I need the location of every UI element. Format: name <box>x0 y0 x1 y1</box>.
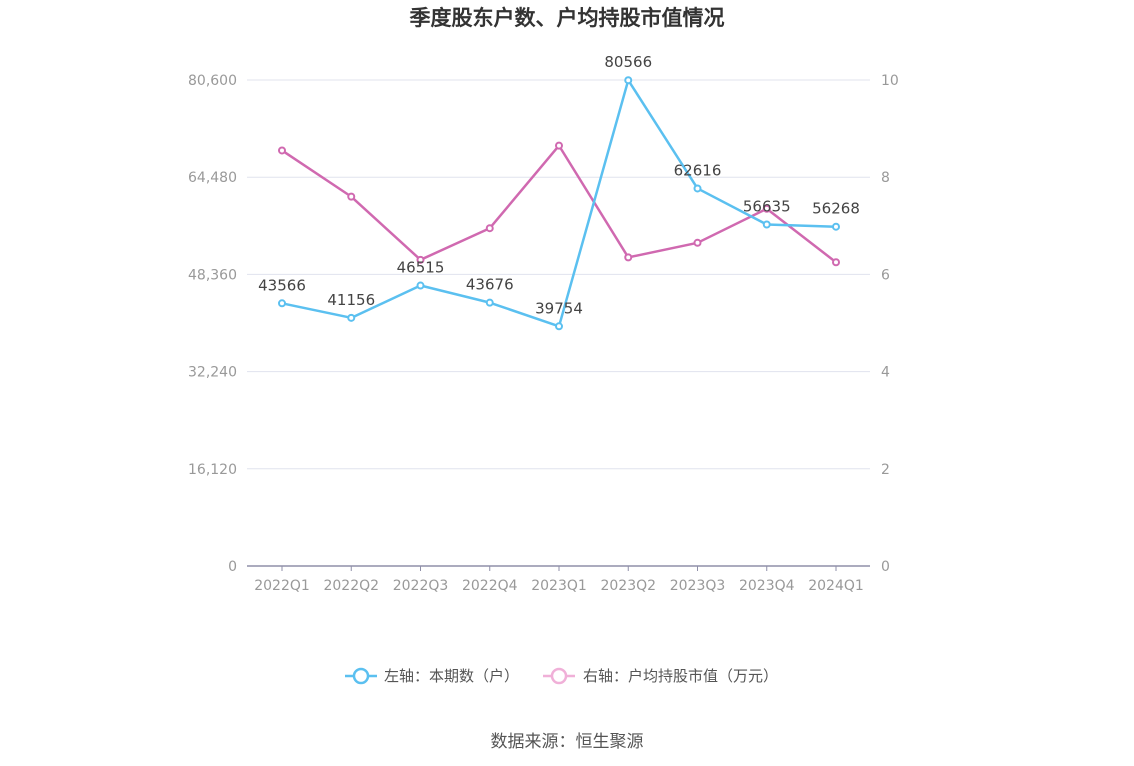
data-label: 62616 <box>674 161 722 179</box>
legend-item-left[interactable]: 左轴：本期数（户） <box>345 667 519 685</box>
x-tick-label: 2022Q3 <box>393 578 449 594</box>
avg-holding-value-point[interactable] <box>762 204 771 213</box>
shareholder-count-point[interactable] <box>347 313 356 322</box>
data-label: 80566 <box>604 53 652 71</box>
avg-holding-value-point[interactable] <box>485 224 494 233</box>
x-tick-label: 2022Q4 <box>462 578 518 594</box>
chart-title: 季度股东户数、户均持股市值情况 <box>410 6 725 30</box>
avg-holding-value-point[interactable] <box>347 192 356 201</box>
left-tick-label: 32,240 <box>188 365 237 381</box>
left-tick-label: 64,480 <box>188 170 237 186</box>
legend-marker-right <box>550 667 568 685</box>
x-tick-label: 2024Q1 <box>808 578 864 594</box>
shareholder-count-point[interactable] <box>624 76 633 85</box>
right-tick-label: 2 <box>881 462 890 478</box>
shareholder-count-point[interactable] <box>555 322 563 331</box>
data-label: 46515 <box>397 259 445 277</box>
left-tick-label: 48,360 <box>188 267 237 283</box>
avg-holding-value-point[interactable] <box>416 255 425 264</box>
data-labels: 43566 41156 46515 43676 39754 80566 62616 56635… <box>258 53 860 317</box>
shareholder-count-point[interactable] <box>278 299 286 308</box>
shareholder-count-point[interactable] <box>693 184 702 193</box>
shareholder-count-point[interactable] <box>832 222 840 231</box>
x-tick-label: 2023Q2 <box>600 578 656 594</box>
avg-holding-value-point[interactable] <box>624 253 633 262</box>
data-label: 56268 <box>812 200 860 218</box>
avg-holding-value-point[interactable] <box>278 146 286 155</box>
legend-item-right[interactable]: 右轴：户均持股市值（万元） <box>543 667 778 685</box>
grid-lines <box>247 79 870 470</box>
data-label: 41156 <box>327 291 375 309</box>
legend-marker-left <box>352 667 370 685</box>
right-tick-label: 0 <box>881 559 890 575</box>
legend-label-left: 左轴：本期数（户） <box>384 667 519 685</box>
left-axis-ticks: 0 16,120 32,240 48,360 64,480 80,600 <box>188 73 237 575</box>
x-tick-label: 2023Q1 <box>531 578 587 594</box>
data-label: 39754 <box>535 299 583 317</box>
right-axis-ticks: 0 2 4 6 8 10 <box>881 73 899 575</box>
x-tick-label: 2023Q3 <box>670 578 726 594</box>
right-tick-label: 6 <box>881 267 890 283</box>
data-label: 56635 <box>743 198 791 216</box>
x-tick-label: 2022Q1 <box>254 578 310 594</box>
series-right <box>278 141 840 267</box>
left-tick-label: 0 <box>228 559 237 575</box>
avg-holding-value-point[interactable] <box>693 238 702 247</box>
legend: 左轴：本期数（户） 右轴：户均持股市值（万元） <box>345 667 778 685</box>
x-tick-label: 2023Q4 <box>739 578 795 594</box>
data-label: 43676 <box>466 276 514 294</box>
shareholder-count-point[interactable] <box>762 220 771 229</box>
legend-label-right: 右轴：户均持股市值（万元） <box>583 667 778 685</box>
shareholder-count-point[interactable] <box>485 298 494 307</box>
right-tick-label: 4 <box>881 365 890 381</box>
series-left <box>278 76 840 331</box>
x-tick-label: 2022Q2 <box>323 578 379 594</box>
avg-holding-value-point[interactable] <box>832 258 840 267</box>
avg-holding-value-point[interactable] <box>555 141 563 150</box>
x-axis-ticks: 2022Q1 2022Q2 2022Q3 2022Q4 2023Q1 2023Q2 2023… <box>254 566 864 594</box>
right-tick-label: 10 <box>881 73 899 89</box>
left-tick-label: 80,600 <box>188 73 237 89</box>
left-tick-label: 16,120 <box>188 462 237 478</box>
shareholder-count-point[interactable] <box>416 281 425 290</box>
source-text: 数据来源：恒生聚源 <box>491 732 644 752</box>
data-label: 43566 <box>258 276 306 294</box>
right-tick-label: 8 <box>881 170 890 186</box>
